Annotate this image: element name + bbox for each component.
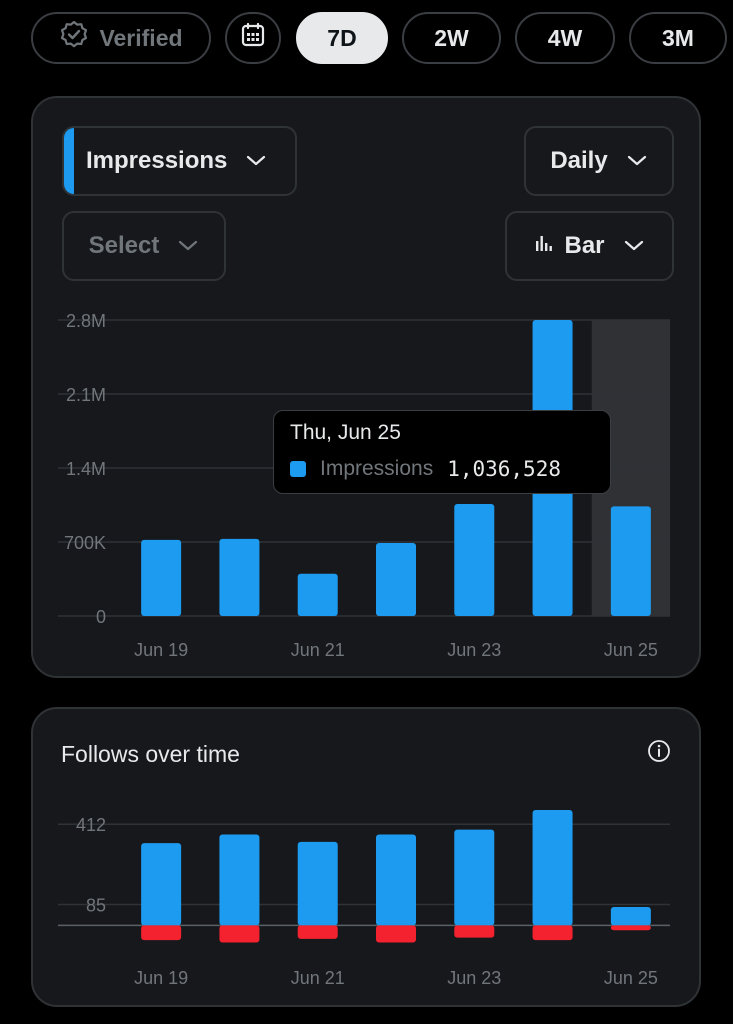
range-7d-button[interactable]: 7D	[296, 12, 388, 64]
bar-jun-20	[219, 925, 260, 943]
tooltip-series-name: Impressions	[320, 457, 434, 480]
verified-filter-button[interactable]: Verified	[31, 12, 211, 64]
bar-jun-20	[219, 834, 260, 926]
chart-type-dropdown[interactable]: Bar	[505, 211, 674, 281]
metric-dropdown[interactable]: Impressions	[62, 126, 297, 196]
calendar-icon	[240, 22, 266, 54]
chevron-down-icon	[245, 154, 267, 168]
bar-jun-22	[376, 834, 416, 926]
follows-card-title: Follows over time	[61, 741, 240, 767]
x-tick-label: Jun 19	[134, 640, 188, 660]
x-tick-label: Jun 19	[134, 968, 188, 988]
tooltip-series-swatch	[290, 461, 306, 477]
x-tick-label: Jun 23	[447, 968, 501, 988]
bar-jun-21	[297, 841, 338, 926]
x-tick-label: Jun 25	[604, 640, 658, 660]
x-tick-label: Jun 25	[604, 968, 658, 988]
bar-jun-19	[141, 925, 182, 941]
bar-jun-19	[141, 843, 182, 926]
x-tick-label: Jun 21	[291, 640, 345, 660]
date-picker-button[interactable]	[225, 12, 281, 64]
y-tick-label: 2.8M	[66, 311, 106, 331]
range-filter-bar: Verified 7D 2W 4W 3M	[0, 0, 733, 80]
bar-jun-19	[141, 539, 182, 616]
bar-jun-22	[376, 925, 416, 943]
bar-jun-24	[532, 810, 573, 926]
range-2w-button[interactable]: 2W	[402, 12, 501, 64]
secondary-metric-label: Select	[88, 232, 160, 259]
verified-filter-label: Verified	[99, 24, 183, 51]
impressions-card: Impressions Daily Select Bar 0 700K 1.4M 2.…	[31, 96, 701, 678]
bar-jun-25	[610, 925, 651, 931]
secondary-metric-dropdown[interactable]: Select	[62, 211, 226, 281]
range-4w-button[interactable]: 4W	[515, 12, 615, 64]
x-tick-label: Jun 23	[447, 640, 501, 660]
bar-jun-23	[454, 503, 495, 616]
bar-jun-23	[454, 925, 495, 938]
chevron-down-icon	[177, 239, 199, 253]
bar-chart-icon	[534, 232, 554, 260]
y-tick-label: 0	[96, 607, 106, 627]
y-tick-label: 412	[76, 815, 106, 835]
tooltip-value: 1,036,528	[447, 457, 561, 481]
metric-color-indicator	[64, 128, 74, 194]
bar-jun-20	[219, 538, 260, 616]
chart-type-label: Bar	[564, 232, 605, 259]
verified-badge-icon	[59, 20, 89, 56]
metric-dropdown-label: Impressions	[86, 147, 228, 174]
bar-jun-22	[376, 543, 416, 616]
info-icon[interactable]	[647, 739, 671, 768]
chart-tooltip: Thu, Jun 25 Impressions 1,036,528	[273, 410, 611, 494]
y-tick-label: 1.4M	[66, 459, 106, 479]
impressions-bar-chart[interactable]: 0 700K 1.4M 2.1M 2.8M Jun 19 Jun 21 Jun 23 Jun 2…	[33, 98, 699, 676]
tooltip-date: Thu, Jun 25	[290, 421, 401, 444]
chevron-down-icon	[623, 239, 645, 253]
follows-bar-chart[interactable]: 85 412 Jun 19 Jun 21 Jun 23 Jun 25	[33, 709, 699, 1005]
bar-jun-24	[532, 925, 573, 941]
y-tick-label: 85	[86, 896, 106, 916]
follows-card: Follows over time 85 412 Jun 19 Jun 21 Jun 2…	[31, 707, 701, 1007]
bar-jun-25	[610, 906, 651, 926]
y-tick-label: 700K	[64, 533, 106, 553]
x-tick-label: Jun 21	[291, 968, 345, 988]
bar-jun-25	[610, 506, 651, 616]
chevron-down-icon	[626, 154, 648, 168]
bar-jun-21	[297, 925, 338, 939]
bar-jun-23	[454, 829, 495, 926]
bar-jun-21	[297, 573, 338, 616]
range-3m-button[interactable]: 3M	[629, 12, 727, 64]
y-tick-label: 2.1M	[66, 385, 106, 405]
interval-dropdown-label: Daily	[550, 147, 608, 174]
interval-dropdown[interactable]: Daily	[524, 126, 674, 196]
